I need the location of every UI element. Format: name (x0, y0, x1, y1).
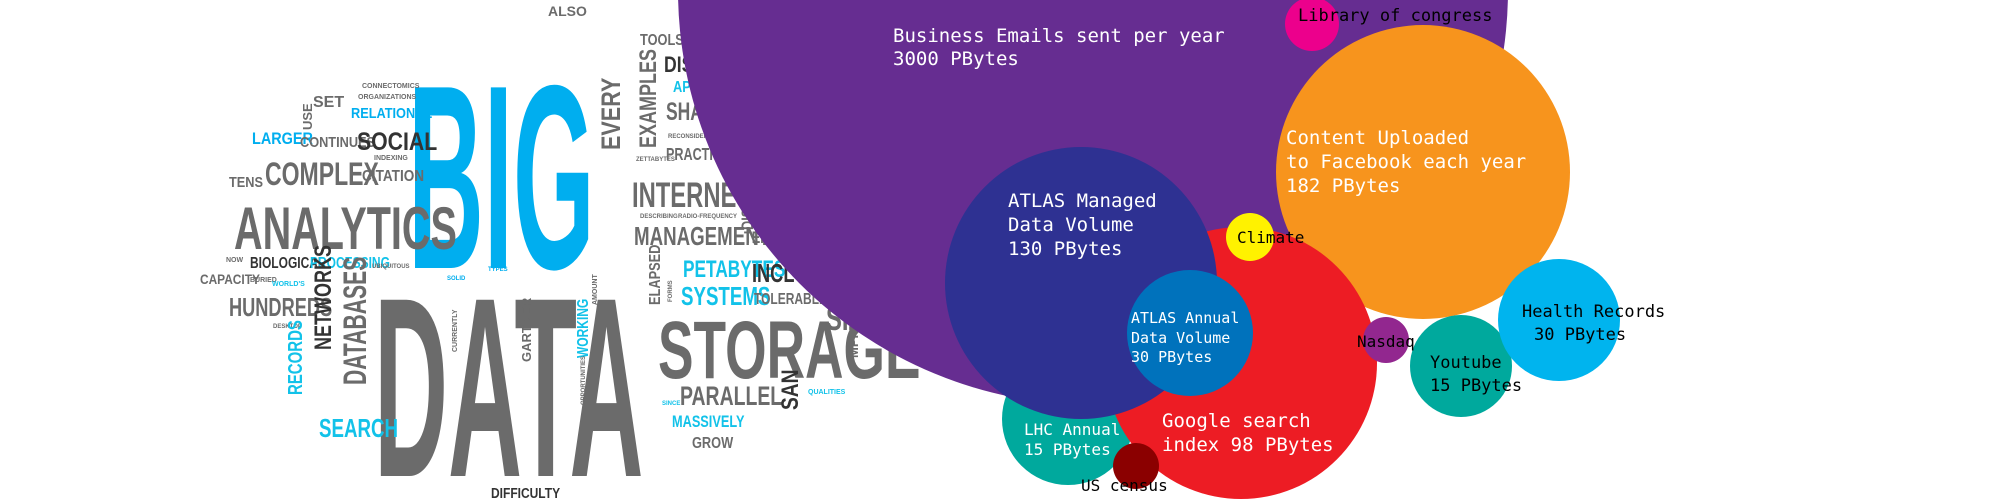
wc-gartner: GARTNER (519, 297, 534, 362)
wc-processing: PROCESSING (310, 253, 390, 271)
bubble-us-census (1113, 443, 1159, 489)
wc-amount: AMOUNT (592, 274, 599, 305)
wc-capacity: CAPACITY (200, 271, 260, 287)
label-emails-1: Business Emails sent per year (893, 25, 1225, 47)
wc-reconsider: RECONSIDER (668, 134, 709, 140)
wc-grow: GROW (692, 435, 733, 453)
label-atlas-annual-2: Data Volume (1131, 329, 1230, 347)
wc-massively: MASSIVELY (672, 412, 744, 431)
label-health-2: 30 PBytes (1534, 325, 1626, 345)
wc-biological: BIOLOGICAL (250, 253, 326, 271)
label-atlas-annual-1: ATLAS Annual (1131, 309, 1239, 327)
wc-citation: CITATION (362, 168, 424, 185)
label-youtube-2: 15 PBytes (1430, 376, 1522, 396)
wc-indexing: INDEXING (374, 155, 408, 162)
label-google-2: index 98 PBytes (1162, 434, 1334, 456)
wc-tools: TOOLS (640, 32, 684, 50)
bubble-nasdaq (1363, 317, 1409, 363)
label-lhc-2: 15 PBytes (1024, 440, 1111, 459)
label-health-1: Health Records (1522, 302, 1665, 322)
wc-worlds: WORLD'S (272, 281, 305, 288)
wc-relational: RELATIONAL (351, 104, 433, 121)
wc-examples: EXAMPLES (636, 49, 662, 148)
wc-radio-frequency: RADIO-FREQUENCY (678, 214, 737, 220)
bubble-atlas-annual (1127, 270, 1253, 396)
label-facebook-2: to Facebook each year (1286, 151, 1526, 173)
label-facebook-3: 182 PBytes (1286, 175, 1400, 197)
wc-san: SAN (776, 369, 804, 410)
wc-use: USE (300, 103, 315, 130)
wc-connectomics: CONNECTOMICS (362, 83, 420, 90)
wc-records: RECORDS (284, 320, 307, 395)
wc-ubiquitous: UBIQUITOUS (372, 264, 410, 270)
wc-describing: DESCRIBING (640, 214, 678, 220)
label-youtube-1: Youtube (1430, 353, 1502, 373)
wc-mpp: MPP (846, 330, 861, 359)
wc-complex: COMPLEX (265, 156, 379, 192)
bubble-library-of-congress (1285, 0, 1339, 51)
wc-parallel: PARALLEL (680, 381, 782, 411)
wc-search: SEARCH (319, 413, 398, 443)
wc-difficulty: DIFFICULTY (491, 485, 560, 500)
wc-petabytes: PETABYTES (683, 256, 785, 282)
bubble-youtube (1410, 315, 1512, 417)
label-emails-2: 3000 PBytes (893, 48, 1019, 70)
label-library: Library of congress (1298, 6, 1492, 26)
wc-data: DATA (374, 245, 643, 500)
wc-zettabytes: ZETTABYTES (636, 157, 675, 163)
wc-big: BIG (408, 32, 595, 325)
wc-larger: LARGER (252, 130, 314, 148)
label-climate: Climate (1237, 228, 1304, 247)
wc-buried: BURIED (250, 277, 277, 284)
wc-continues: CONTINUES (300, 133, 375, 150)
wc-databases: DATABASES (336, 257, 373, 385)
label-atlas-managed-2: Data Volume (1008, 214, 1134, 236)
wc-forms: FORMS (668, 280, 674, 302)
wc-working: WORKING (573, 299, 591, 358)
wc-since: SINCE (662, 401, 680, 407)
wc-management: MANAGEMENT (634, 221, 770, 251)
label-lhc-1: LHC Annual (1024, 420, 1120, 439)
wc-types: TYPES (488, 267, 508, 273)
bubble-facebook (1276, 25, 1570, 319)
wc-tolerable: TOLERABLE (754, 289, 827, 307)
wc-set: SET (313, 94, 344, 111)
wc-every: EVERY (597, 78, 627, 150)
bubble-chart: Business Emails sent per year 3000 PByte… (678, 0, 1665, 499)
bubble-climate (1226, 213, 1274, 261)
wc-also: ALSO (548, 3, 587, 19)
wc-hundreds: HUNDREDS (229, 293, 332, 322)
wc-opportunities: OPPORTUNITIES (581, 356, 587, 405)
wc-currently: CURRENTLY (452, 309, 459, 352)
wc-solid: SOLID (447, 276, 466, 282)
label-google-1: Google search (1162, 410, 1311, 432)
label-atlas-managed-1: ATLAS Managed (1008, 190, 1157, 212)
wc-elapsed: ELAPSED (647, 245, 665, 305)
wc-qualities: QUALITIES (808, 389, 846, 396)
wc-tens: TENS (229, 173, 263, 190)
wc-analytics: ANALYTICS (234, 195, 457, 262)
label-atlas-managed-3: 130 PBytes (1008, 238, 1122, 260)
label-atlas-annual-3: 30 PBytes (1131, 348, 1212, 366)
label-us-census: US census (1081, 476, 1168, 495)
wc-social: SOCIAL (357, 127, 437, 155)
label-facebook-1: Content Uploaded (1286, 127, 1469, 149)
wc-now: NOW (226, 257, 244, 264)
wc-organizations: ORGANIZATIONS (358, 94, 417, 101)
wc-desktop: DESKTOP (273, 324, 302, 330)
label-nasdaq: Nasdaq (1357, 332, 1415, 351)
wc-networks: NETWORKS (311, 245, 337, 350)
wc-systems: SYSTEMS (681, 281, 770, 311)
bubble-health-records (1498, 259, 1620, 381)
